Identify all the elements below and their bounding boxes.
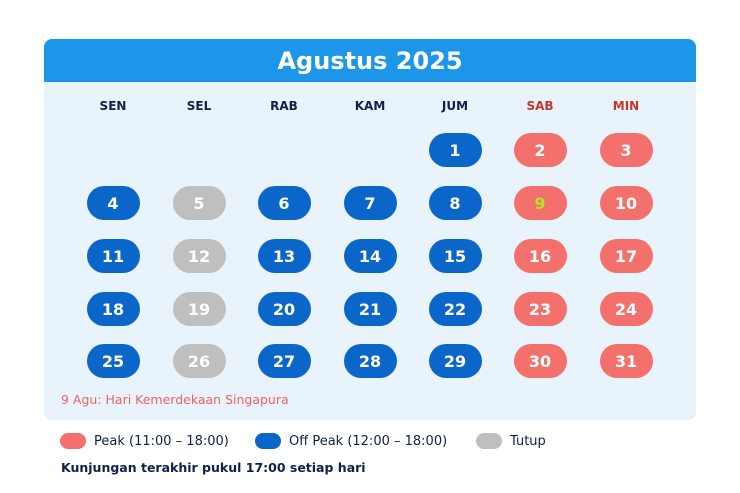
weekday-sel: SEL [186,99,212,113]
closed-swatch [476,433,502,449]
weekday-kam: KAM [354,99,386,113]
day-30[interactable]: 30 [513,344,567,378]
day-27[interactable]: 27 [257,344,311,378]
weekday-row: SEN SEL RAB KAM JUM SAB MIN [44,99,696,115]
day-2[interactable]: 2 [513,133,567,167]
holiday-note: 9 Agu: Hari Kemerdekaan Singapura [61,392,289,407]
month-title: Agustus 2025 [277,46,463,75]
legend-peak-label: Peak (11:00 – 18:00) [94,433,229,449]
legend-offpeak-label: Off Peak (12:00 – 18:00) [289,433,448,449]
day-17[interactable]: 17 [599,239,653,273]
day-11[interactable]: 11 [86,239,140,273]
legend-closed-label: Tutup [510,433,546,449]
weekday-min: MIN [612,99,640,113]
day-23[interactable]: 23 [513,292,567,326]
day-4[interactable]: 4 [86,186,140,220]
day-24[interactable]: 24 [599,292,653,326]
day-19[interactable]: 19 [172,292,226,326]
day-16[interactable]: 16 [513,239,567,273]
weekday-sen: SEN [99,99,127,113]
day-8[interactable]: 8 [428,186,482,220]
legend-peak: Peak (11:00 – 18:00) [60,433,229,449]
legend-closed: Tutup [476,433,546,449]
day-14[interactable]: 14 [343,239,397,273]
day-28[interactable]: 28 [343,344,397,378]
calendar-header: Agustus 2025 [44,39,696,82]
day-26[interactable]: 26 [172,344,226,378]
peak-swatch [60,433,86,449]
day-13[interactable]: 13 [257,239,311,273]
day-9[interactable]: 9 [513,186,567,220]
legend-offpeak: Off Peak (12:00 – 18:00) [255,433,447,449]
day-7[interactable]: 7 [343,186,397,220]
weekday-jum: JUM [441,99,469,113]
day-18[interactable]: 18 [86,292,140,326]
weekday-sab: SAB [526,99,554,113]
offpeak-swatch [255,433,281,449]
footer-note: Kunjungan terakhir pukul 17:00 setiap ha… [61,460,366,475]
day-15[interactable]: 15 [428,239,482,273]
day-21[interactable]: 21 [343,292,397,326]
day-20[interactable]: 20 [257,292,311,326]
legend: Peak (11:00 – 18:00) Off Peak (12:00 – 1… [60,433,680,451]
day-5[interactable]: 5 [172,186,226,220]
day-12[interactable]: 12 [172,239,226,273]
day-29[interactable]: 29 [428,344,482,378]
day-22[interactable]: 22 [428,292,482,326]
day-31[interactable]: 31 [599,344,653,378]
day-1[interactable]: 1 [428,133,482,167]
day-10[interactable]: 10 [599,186,653,220]
weekday-rab: RAB [270,99,298,113]
day-3[interactable]: 3 [599,133,653,167]
day-25[interactable]: 25 [86,344,140,378]
day-6[interactable]: 6 [257,186,311,220]
